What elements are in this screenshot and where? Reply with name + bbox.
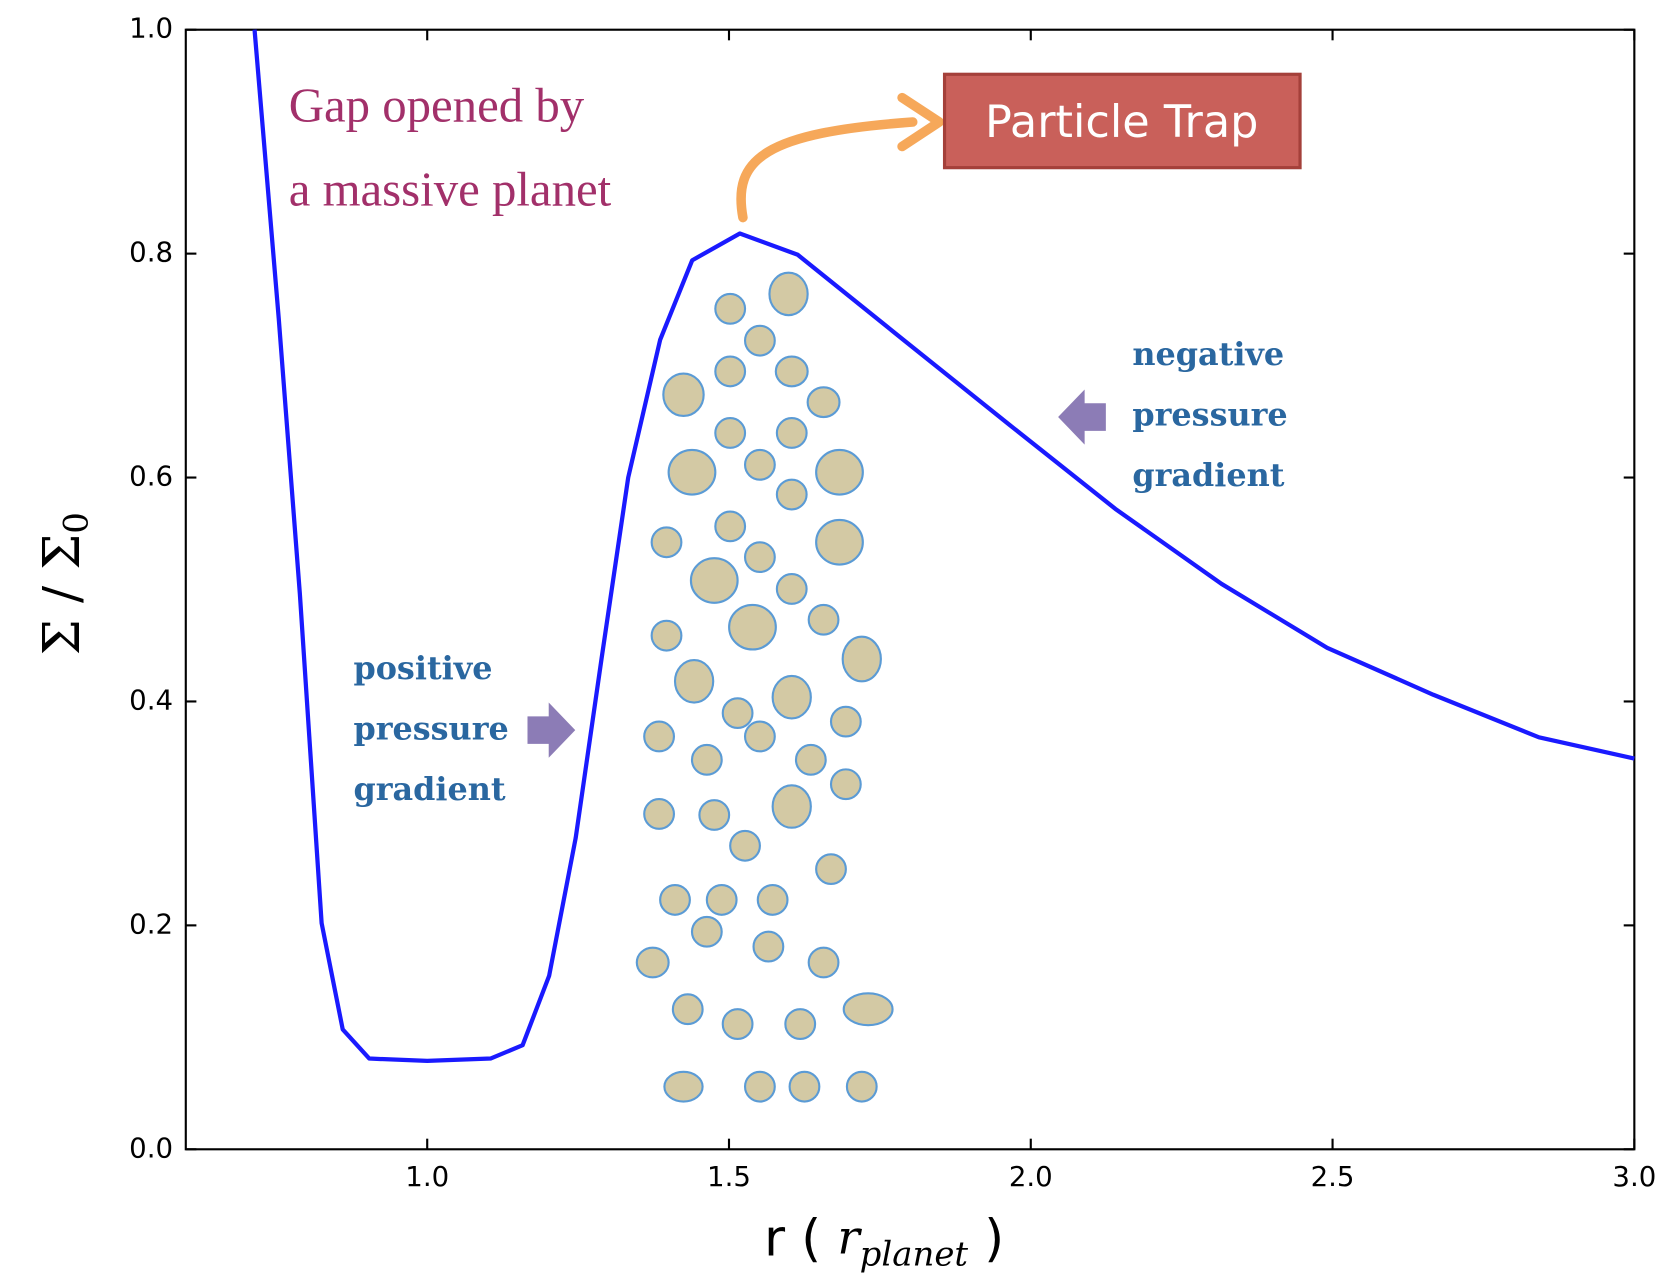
dust-grain: [774, 355, 809, 388]
dust-grain: [743, 541, 776, 574]
annotation: negative: [1132, 335, 1284, 373]
dust-grain: [689, 557, 739, 604]
dust-grain: [729, 829, 761, 862]
annotation: gradient: [1132, 456, 1284, 494]
dust-grain: [663, 1070, 704, 1103]
dust-grain: [771, 674, 812, 720]
x-axis-label: r ( rplanet ): [764, 1210, 1004, 1275]
dust-grain: [643, 720, 676, 753]
dust-grain: [659, 883, 691, 916]
y-label-part: Σ / Σ: [33, 534, 92, 656]
y-tick-label: 0.0: [129, 1131, 173, 1164]
arrow: [736, 117, 918, 223]
dust-grain: [752, 930, 785, 963]
dust-grain: [650, 619, 683, 652]
dust-grain: [690, 743, 723, 776]
x-tick-label: 2.0: [1009, 1160, 1053, 1193]
dust-grain: [775, 478, 808, 511]
x-tick-label: 2.5: [1311, 1160, 1355, 1193]
y-axis-label: Σ / Σ0: [33, 512, 97, 655]
arrow: [1058, 389, 1106, 445]
annotation: a massive planet: [289, 162, 612, 216]
x-label-part: ): [984, 1210, 1004, 1269]
annotation: gradient: [353, 770, 505, 808]
dust-grain: [743, 448, 776, 481]
arrow-head: [897, 92, 945, 152]
x-tick-label: 1.5: [707, 1160, 751, 1193]
y-tick-label: 1.0: [129, 12, 173, 45]
dust-grain: [794, 743, 827, 776]
trap-box: [942, 72, 1302, 170]
annotation: pressure: [1132, 396, 1287, 434]
dust-grain: [671, 993, 704, 1026]
dust-grain: [775, 417, 808, 449]
dust-grain: [698, 799, 731, 831]
dust-grain: [815, 518, 864, 566]
dust-grain: [643, 798, 676, 830]
dust-grain: [743, 324, 776, 357]
x-label-part: r: [837, 1212, 862, 1266]
x-tick-label: 3.0: [1612, 1160, 1656, 1193]
dust-grain: [768, 271, 809, 317]
dust-grain: [806, 386, 841, 419]
dust-grain: [705, 883, 738, 916]
dust-grain: [743, 720, 776, 753]
dust-grain: [807, 946, 840, 979]
y-tick-label: 0.6: [129, 460, 173, 493]
dust-grain: [650, 526, 683, 559]
dust-grain: [721, 1008, 754, 1040]
dust-grain: [714, 292, 747, 325]
dust-grain: [673, 659, 715, 704]
dust-grain: [829, 768, 862, 801]
annotation: Particle Trap: [985, 96, 1258, 148]
y-tick-label: 0.2: [129, 907, 173, 940]
dust-grain: [662, 372, 705, 418]
y-label-part: 0: [57, 512, 97, 534]
annotation: positive: [353, 649, 492, 687]
dust-grain: [714, 417, 747, 449]
x-label-part: planet: [860, 1234, 969, 1274]
dust-grain: [721, 697, 754, 730]
data-line: [252, 29, 1635, 1064]
x-tick-label: 1.0: [405, 1160, 449, 1193]
dust-grain: [667, 448, 717, 496]
annotation: Gap opened by: [289, 79, 585, 133]
dust-grain: [690, 915, 723, 948]
y-tick-label: 0.8: [129, 236, 173, 269]
dust-grain: [845, 1070, 878, 1103]
dust-grain: [815, 853, 847, 886]
dust-grain: [728, 603, 777, 651]
dust-grain: [829, 705, 862, 738]
dust-grain: [635, 946, 670, 979]
dust-grain: [841, 635, 882, 683]
dust-grain: [743, 1070, 776, 1103]
dust-grain: [714, 355, 747, 388]
x-label-part: r (: [764, 1210, 821, 1269]
dust-grain: [788, 1070, 821, 1103]
dust-grain: [756, 883, 789, 916]
arrow: [527, 702, 576, 758]
dust-grain: [714, 510, 747, 543]
dust-grain: [771, 784, 812, 829]
dust-grain: [784, 1008, 817, 1040]
y-tick-label: 0.4: [129, 683, 173, 716]
annotation: pressure: [353, 710, 508, 748]
particles: [635, 271, 894, 1103]
dust-grain: [842, 992, 894, 1027]
plot-frame: [184, 28, 1636, 1151]
dust-grain: [775, 573, 808, 605]
dust-grain: [807, 603, 840, 636]
dust-grain: [815, 448, 864, 496]
